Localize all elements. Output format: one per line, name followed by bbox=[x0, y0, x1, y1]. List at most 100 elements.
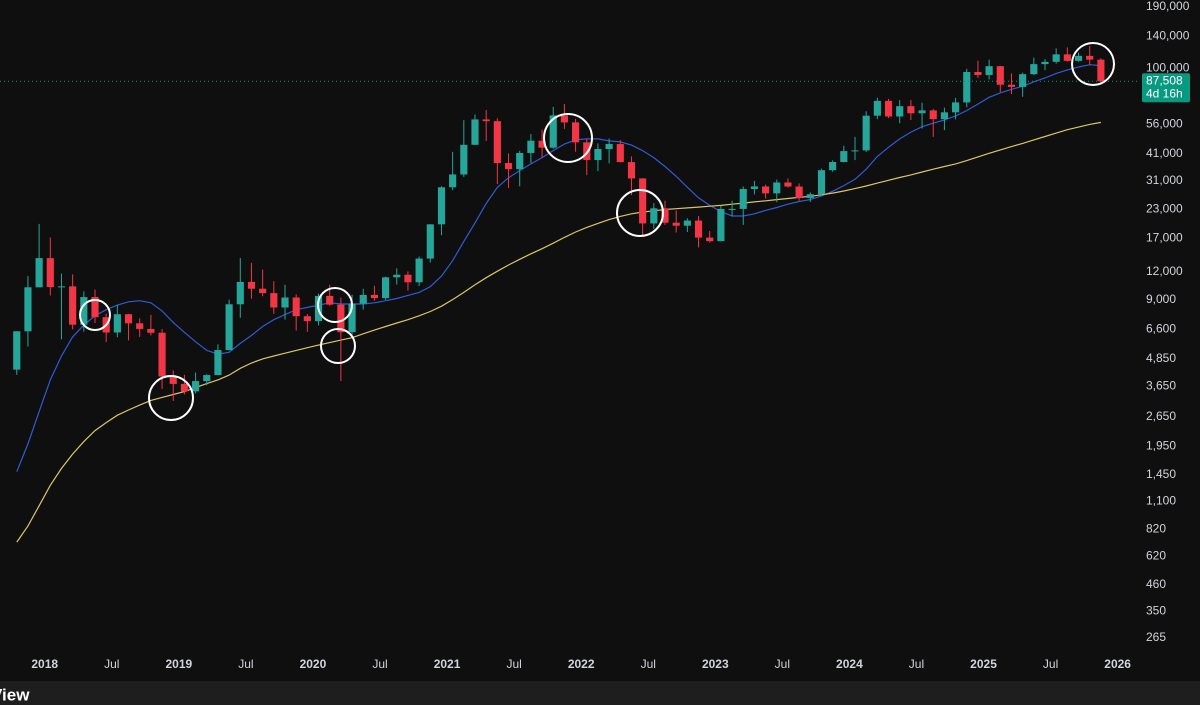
y-tick-label: 4,850 bbox=[1146, 351, 1176, 365]
candle-body bbox=[795, 186, 803, 198]
x-tick-label: 2021 bbox=[434, 657, 461, 671]
candle-body bbox=[527, 140, 535, 153]
candle-body bbox=[13, 331, 21, 370]
candle-body bbox=[35, 258, 43, 288]
candle-body bbox=[449, 174, 457, 188]
candle-body bbox=[214, 350, 222, 376]
candle-body bbox=[706, 237, 714, 242]
x-tick-label: 2024 bbox=[836, 657, 863, 671]
y-tick-label: 12,000 bbox=[1146, 264, 1183, 278]
y-tick-label: 265 bbox=[1146, 630, 1166, 644]
candle-body bbox=[158, 332, 166, 377]
y-tick-label: 620 bbox=[1146, 549, 1166, 563]
candle-body bbox=[762, 186, 770, 194]
y-tick-label: 31,000 bbox=[1146, 173, 1183, 187]
footer-bar bbox=[0, 681, 1200, 705]
candle-body bbox=[203, 375, 211, 382]
candle-body bbox=[784, 182, 792, 187]
x-tick-label: Jul bbox=[238, 657, 253, 671]
axes: 265 350 460 620 820 1,100 1,450 1,950 2,650 3,650… bbox=[31, 0, 1190, 671]
candle-body bbox=[124, 314, 133, 324]
candle-body bbox=[605, 144, 613, 150]
candle-body bbox=[739, 189, 747, 209]
annotation-circle bbox=[79, 299, 111, 331]
candle-body bbox=[963, 71, 971, 103]
candle-body bbox=[1007, 84, 1016, 87]
x-tick-label: Jul bbox=[909, 657, 924, 671]
candle-body bbox=[884, 100, 893, 117]
annotation-circle bbox=[148, 375, 194, 421]
y-tick-label: 1,100 bbox=[1146, 494, 1176, 508]
candle-body bbox=[694, 220, 703, 238]
y-tick-label: 1,950 bbox=[1146, 439, 1176, 453]
annotations bbox=[79, 42, 1115, 421]
candle-body bbox=[683, 220, 691, 226]
x-tick-label: 2019 bbox=[165, 657, 192, 671]
candle-body bbox=[471, 119, 479, 145]
candle-body bbox=[303, 316, 311, 322]
candle-body bbox=[1019, 74, 1027, 87]
candle-body bbox=[952, 102, 960, 113]
y-tick-label: 17,000 bbox=[1146, 231, 1183, 245]
x-tick-label: Jul bbox=[506, 657, 521, 671]
candle-body bbox=[180, 383, 188, 392]
candle-body bbox=[504, 163, 513, 170]
y-tick-label: 190,000 bbox=[1146, 0, 1190, 13]
candle-body bbox=[281, 297, 289, 308]
candle-body bbox=[829, 162, 837, 171]
candle-body bbox=[616, 144, 624, 163]
y-tick-label: 3,650 bbox=[1146, 378, 1176, 392]
candle-body bbox=[136, 323, 144, 329]
y-tick-label: 56,000 bbox=[1146, 116, 1183, 130]
candle-body bbox=[929, 110, 937, 120]
candle-body bbox=[851, 150, 859, 152]
candle-body bbox=[750, 186, 758, 190]
candle-body bbox=[236, 281, 244, 305]
candle-body bbox=[437, 187, 446, 225]
y-tick-label: 140,000 bbox=[1146, 28, 1190, 42]
candle-body bbox=[192, 381, 200, 392]
countdown-label: 4d 16h bbox=[1146, 86, 1183, 100]
candle-body bbox=[873, 100, 881, 116]
candle-body bbox=[482, 119, 490, 122]
x-tick-label: Jul bbox=[1043, 657, 1058, 671]
candle-body bbox=[426, 224, 434, 259]
x-tick-label: 2025 bbox=[970, 657, 997, 671]
candle-body bbox=[169, 376, 177, 384]
candle-body bbox=[1052, 54, 1060, 62]
candle-body bbox=[840, 151, 848, 163]
x-tick-label: Jul bbox=[641, 657, 656, 671]
candle-body bbox=[572, 122, 580, 143]
y-tick-label: 41,000 bbox=[1146, 146, 1183, 160]
candle-body bbox=[516, 152, 524, 170]
y-tick-label: 6,600 bbox=[1146, 322, 1176, 336]
candle-body bbox=[259, 288, 267, 294]
candle-body bbox=[549, 115, 557, 148]
candle-body bbox=[46, 258, 54, 288]
candle-body bbox=[460, 144, 468, 175]
x-tick-label: 2023 bbox=[702, 657, 729, 671]
candle-body bbox=[627, 162, 636, 179]
annotation-circle bbox=[616, 189, 664, 237]
x-tick-label: 2018 bbox=[31, 657, 58, 671]
candle-body bbox=[940, 112, 948, 120]
candle-body bbox=[337, 304, 345, 333]
candle-body bbox=[370, 294, 378, 299]
candle-body bbox=[359, 294, 367, 304]
candle-body bbox=[348, 303, 356, 333]
candle-body bbox=[247, 281, 256, 289]
annotation-circle bbox=[543, 113, 593, 163]
candle-body bbox=[773, 182, 781, 194]
candle-body bbox=[717, 208, 725, 242]
candle-body bbox=[661, 208, 669, 223]
candle-body bbox=[1041, 61, 1049, 65]
candle-body bbox=[326, 295, 334, 305]
candle-body bbox=[594, 149, 602, 161]
candle-body bbox=[493, 121, 501, 164]
candle-body bbox=[1086, 55, 1094, 60]
candle-body bbox=[69, 286, 77, 325]
candle-body bbox=[728, 208, 736, 210]
candle-body bbox=[113, 314, 121, 333]
